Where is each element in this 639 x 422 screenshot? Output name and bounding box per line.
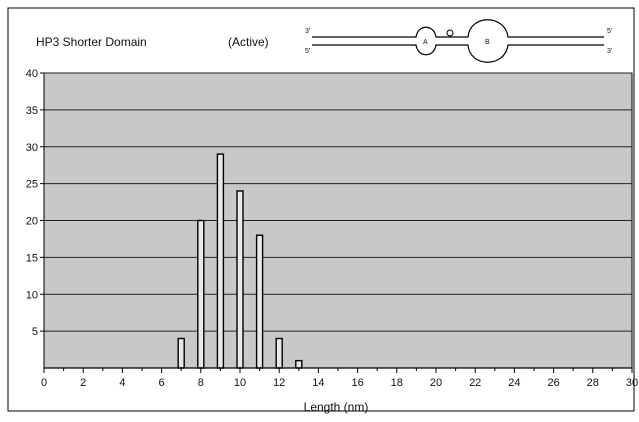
x-tick-label-10: 10 xyxy=(234,377,246,389)
bar-9 xyxy=(216,153,225,369)
x-tick-label-12: 12 xyxy=(273,377,285,389)
chart-frame xyxy=(7,7,635,412)
diagram-left-top-end: 3' xyxy=(305,28,310,35)
bar-12 xyxy=(275,337,283,369)
y-tick-label-40: 40 xyxy=(26,68,38,80)
x-tick-label-16: 16 xyxy=(351,377,363,389)
diagram-right-bottom-end: 3' xyxy=(607,48,612,55)
bar-11 xyxy=(255,234,264,369)
y-tick-label-20: 20 xyxy=(26,216,38,228)
x-tick-label-20: 20 xyxy=(430,377,442,389)
x-axis-label: Length (nm) xyxy=(304,400,369,414)
diagram-small-circle xyxy=(446,29,454,37)
x-tick-label-26: 26 xyxy=(547,377,559,389)
diagram-left-bottom-end: 5' xyxy=(305,48,310,55)
x-tick-label-18: 18 xyxy=(391,377,403,389)
y-tick-label-15: 15 xyxy=(26,252,38,264)
x-tick-label-14: 14 xyxy=(312,377,324,389)
bar-7 xyxy=(177,337,185,369)
x-tick-label-24: 24 xyxy=(508,377,520,389)
y-tick-label-5: 5 xyxy=(32,326,38,338)
diagram-top-strand xyxy=(312,19,604,38)
x-tick-label-28: 28 xyxy=(587,377,599,389)
y-tick-label-25: 25 xyxy=(26,179,38,191)
x-tick-label-6: 6 xyxy=(159,377,165,389)
x-tick-label-22: 22 xyxy=(469,377,481,389)
diagram-bottom-strand xyxy=(312,44,604,63)
y-tick-label-10: 10 xyxy=(26,289,38,301)
bar-8 xyxy=(197,219,205,369)
x-tick-label-4: 4 xyxy=(119,377,125,389)
diagram-right-top-end: 5' xyxy=(607,28,612,35)
hairpin-diagram: A B 3' 5' 5' 3' xyxy=(305,19,612,63)
y-tick-label-30: 30 xyxy=(26,142,38,154)
x-tick-label-0: 0 xyxy=(41,377,47,389)
grid-layer xyxy=(44,72,632,332)
chart-title: HP3 Shorter Domain xyxy=(36,35,147,49)
x-tick-label-30: 30 xyxy=(626,377,638,389)
bar-13 xyxy=(295,359,303,369)
chart-subtitle: (Active) xyxy=(228,35,269,49)
diagram-loop-a-label: A xyxy=(423,39,428,46)
y-tick-label-35: 35 xyxy=(26,105,38,117)
x-tick-label-2: 2 xyxy=(80,377,86,389)
diagram-loop-b-label: B xyxy=(485,39,490,46)
x-tick-label-8: 8 xyxy=(198,377,204,389)
bar-10 xyxy=(236,190,244,369)
